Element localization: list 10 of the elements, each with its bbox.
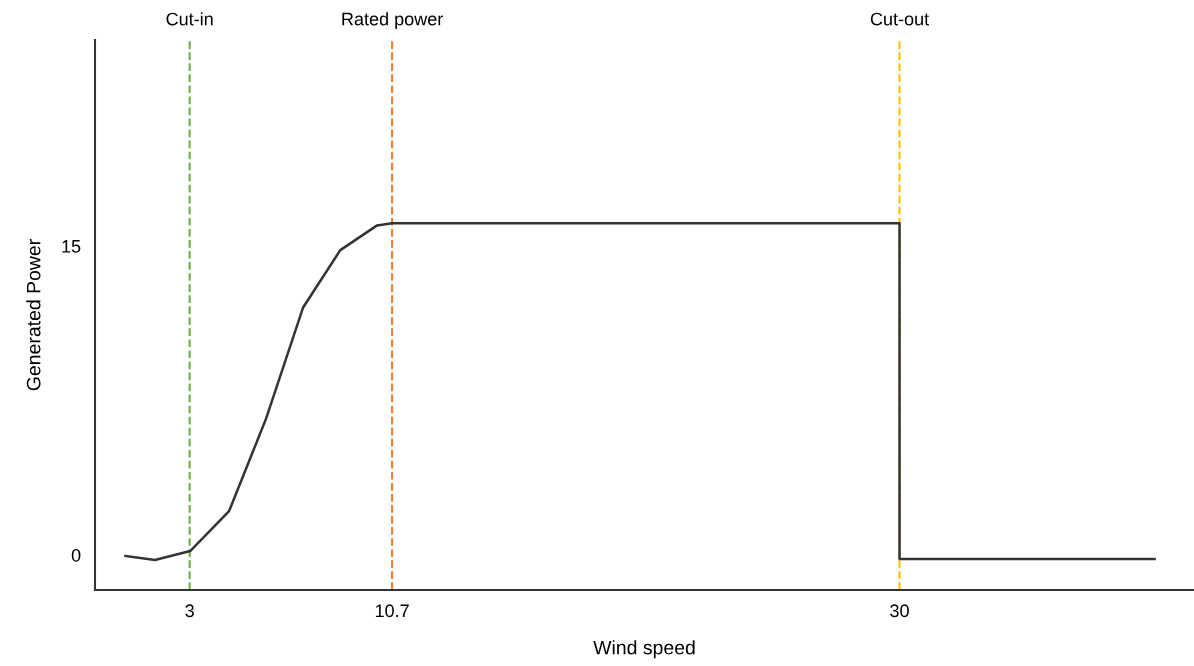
ref-line-label: Cut-in — [166, 12, 213, 26]
x-tick-label: 10.7 — [375, 604, 409, 618]
ref-line-label: Cut-out — [870, 12, 930, 26]
y-axis-title: Generated Power — [26, 239, 41, 391]
y-tick-label: 15 — [62, 240, 81, 253]
y-tick-label: 0 — [71, 548, 81, 562]
x-tick-label: 30 — [890, 604, 909, 618]
ref-line-label: Rated power — [342, 12, 443, 29]
x-axis-title: Wind speed — [593, 640, 695, 659]
x-tick-label: 3 — [185, 604, 194, 618]
